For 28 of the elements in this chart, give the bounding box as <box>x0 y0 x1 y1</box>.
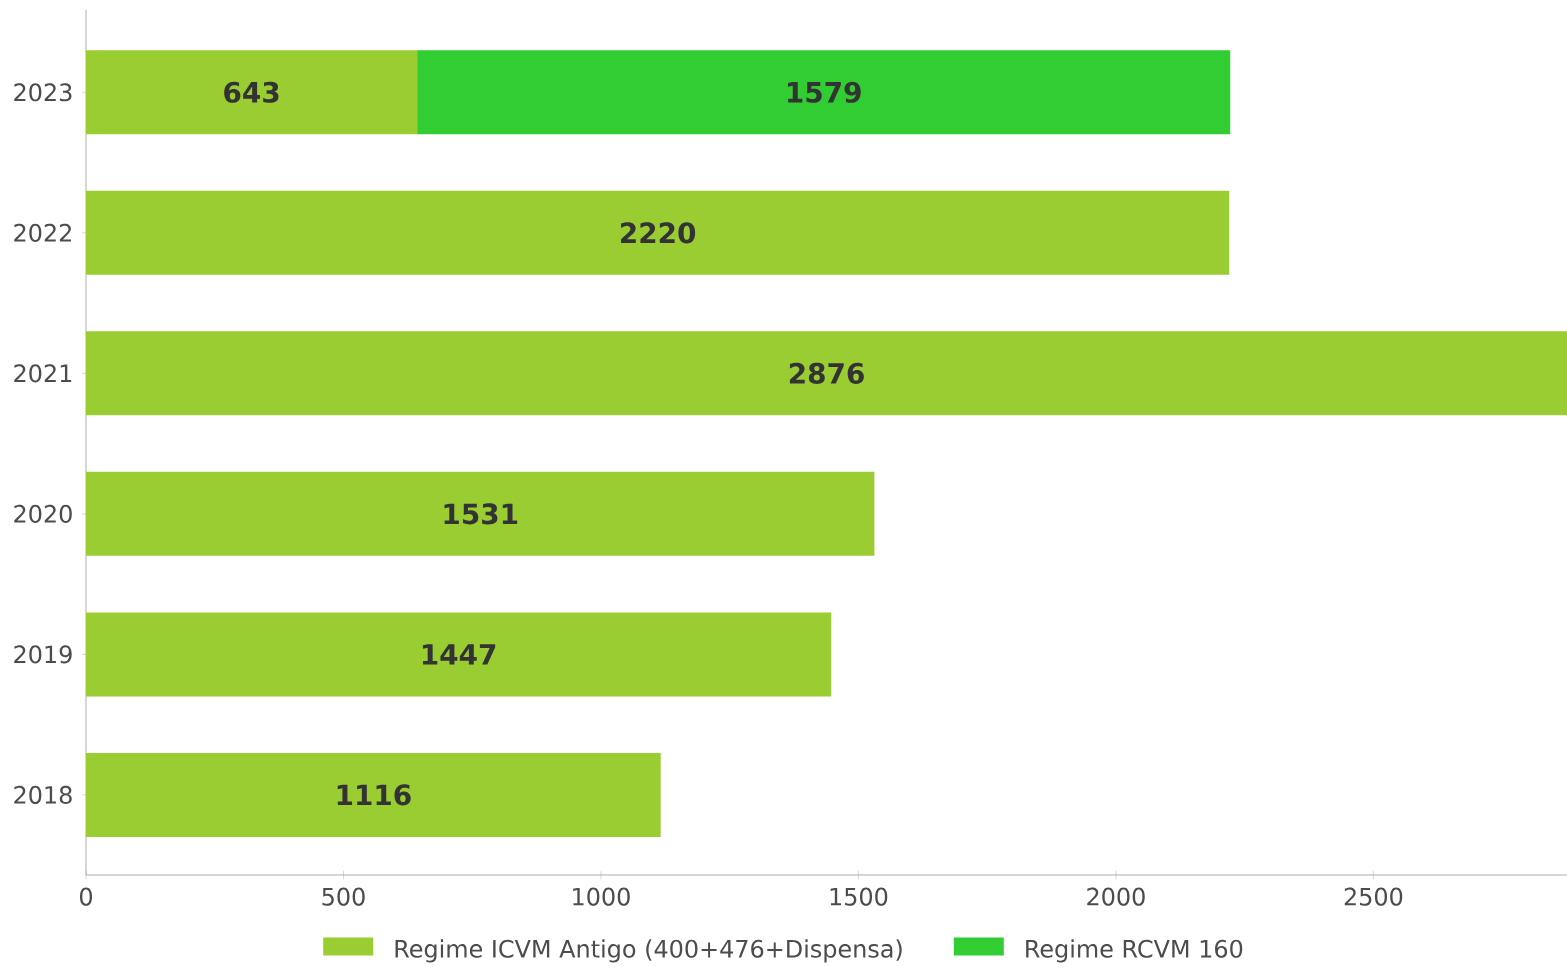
data-label: 1116 <box>337 784 411 806</box>
data-label: 2220 <box>621 222 696 244</box>
x-tick-label: 500 <box>322 887 365 906</box>
bar <box>86 752 661 837</box>
x-tick-label: 1500 <box>830 887 888 906</box>
y-tick-label: 2022 <box>14 223 71 242</box>
legend-label: Regime ICVM Antigo (400+476+Dispensa) <box>395 939 902 963</box>
data-label: 1579 <box>788 81 861 103</box>
bar <box>417 50 1231 135</box>
bar <box>86 612 832 697</box>
bar <box>86 331 1567 416</box>
y-tick-label: 2018 <box>14 785 72 804</box>
x-tick-label: 0 <box>79 887 93 906</box>
x-tick-label: 2500 <box>1344 887 1403 906</box>
bar <box>86 50 418 135</box>
data-label: 1447 <box>422 644 496 665</box>
bar <box>86 190 1230 275</box>
legend-label: Regime RCVM 160 <box>1026 939 1243 963</box>
x-tick-label: 1000 <box>573 887 630 906</box>
y-tick-label: 2021 <box>14 364 72 383</box>
bar <box>86 471 875 556</box>
y-tick-label: 2019 <box>14 645 72 664</box>
data-label: 1531 <box>444 503 518 525</box>
data-label: 643 <box>224 81 279 103</box>
x-tick-label: 2000 <box>1087 887 1145 906</box>
data-label: 2876 <box>789 362 864 384</box>
y-tick-label: 2020 <box>14 504 72 523</box>
y-tick-label: 2023 <box>14 83 72 102</box>
